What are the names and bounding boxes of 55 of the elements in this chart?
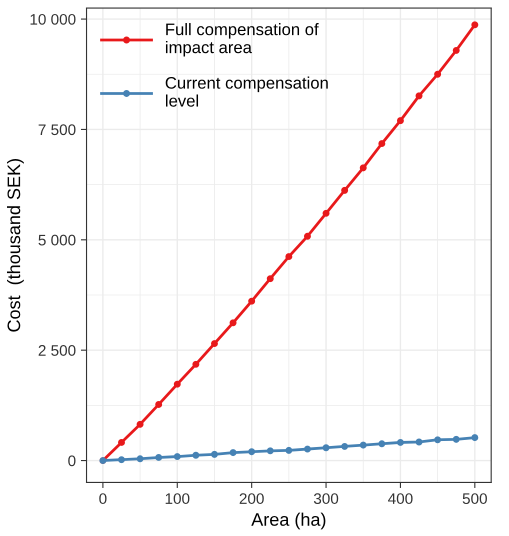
x-tick-label: 0 <box>99 493 107 504</box>
point <box>266 275 274 282</box>
point <box>136 455 144 462</box>
point <box>360 164 367 172</box>
point <box>341 442 348 450</box>
point <box>266 447 274 454</box>
point <box>118 438 125 446</box>
point <box>192 360 200 368</box>
y-axis-title: Cost (thousand SEK) <box>7 159 24 332</box>
point <box>285 446 292 454</box>
point <box>452 436 460 443</box>
x-tick-label: 200 <box>240 493 264 504</box>
point <box>211 450 218 458</box>
point <box>322 444 330 452</box>
point <box>416 92 423 100</box>
point <box>452 46 460 54</box>
point <box>416 438 423 446</box>
x-axis-title: Area (ha) <box>251 512 326 530</box>
point <box>396 117 404 124</box>
point <box>360 442 367 449</box>
point <box>304 232 311 240</box>
point <box>378 140 386 148</box>
y-tick-label: 0 <box>68 455 76 466</box>
point <box>211 340 218 348</box>
point <box>155 454 162 461</box>
x-tick-label: 400 <box>388 493 413 504</box>
legend-label: Current compensation level <box>166 76 328 107</box>
point <box>155 401 162 408</box>
point <box>304 446 311 453</box>
y-tick-label: 2 500 <box>38 345 76 356</box>
point <box>285 253 292 260</box>
point <box>396 438 404 446</box>
point <box>341 186 348 194</box>
point <box>434 70 442 78</box>
point <box>230 319 237 326</box>
y-tick-label: 5 000 <box>38 234 76 246</box>
point <box>434 436 442 444</box>
point <box>136 420 144 428</box>
point <box>471 21 478 28</box>
point <box>174 453 181 460</box>
point <box>174 380 181 388</box>
y-tick-label: 7 500 <box>38 124 76 136</box>
y-tick-label: 10 000 <box>30 14 76 25</box>
x-tick-label: 300 <box>314 493 338 504</box>
point <box>248 298 256 305</box>
x-tick-label: 100 <box>166 493 190 504</box>
point <box>471 434 478 442</box>
x-tick-label: 500 <box>462 493 487 504</box>
point <box>230 449 237 456</box>
legend-label: Full compensation of impact area <box>166 23 319 57</box>
point <box>248 448 256 456</box>
point <box>378 440 386 448</box>
point <box>118 456 125 464</box>
point <box>192 452 200 459</box>
point <box>322 210 330 217</box>
